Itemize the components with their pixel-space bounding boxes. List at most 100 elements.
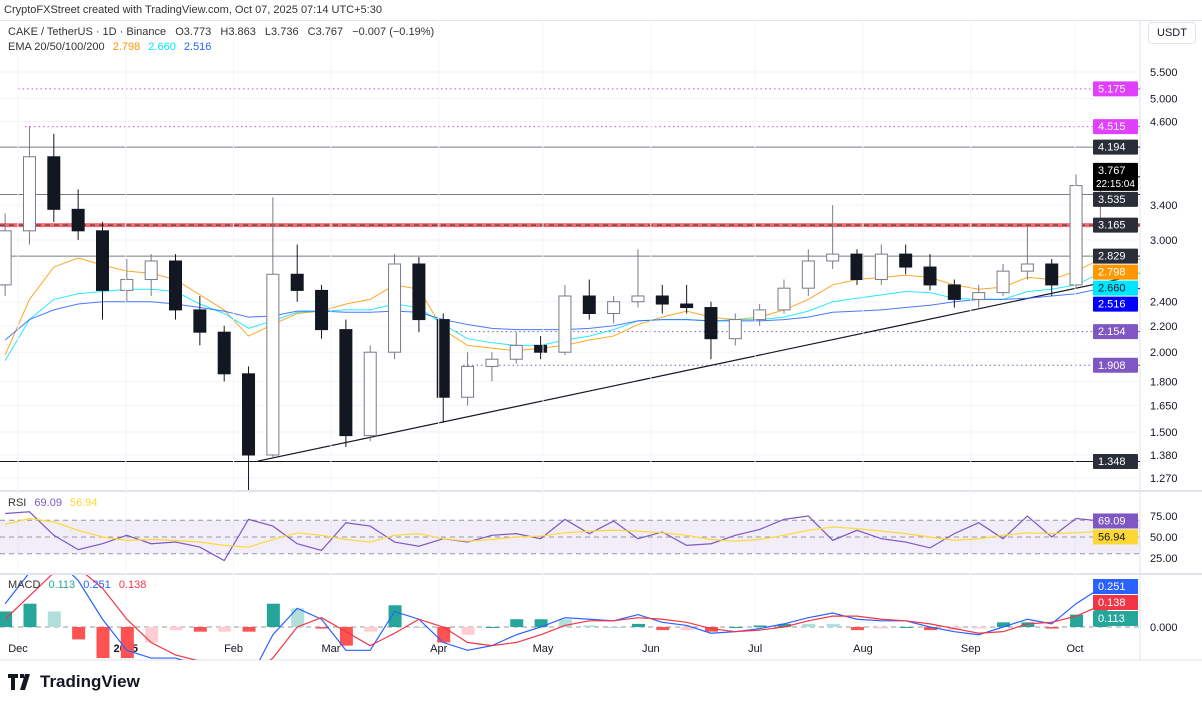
ema-line-0: [4, 257, 1101, 356]
macd-histogram-bar: [802, 623, 816, 627]
macd-histogram-bar: [120, 627, 134, 659]
macd-pane: [0, 575, 1140, 660]
candle-body: [169, 260, 183, 311]
ema-legend[interactable]: EMA 20/50/100/200 2.798 2.660 2.516: [8, 41, 216, 53]
ascending-trendline: [257, 276, 1128, 462]
candle-body: [22, 156, 36, 232]
price-label-bg: [1093, 191, 1138, 207]
macd-histogram-bar: [72, 627, 86, 640]
macd-label-bg: [1093, 611, 1138, 626]
tradingview-logo[interactable]: TradingView: [8, 672, 140, 692]
candle-body: [728, 319, 742, 340]
candle-body: [1020, 263, 1034, 272]
macd-histogram-bar: [485, 627, 499, 628]
price-label-bg: [1093, 217, 1138, 233]
price-label-bg: [1093, 280, 1138, 296]
price-label: 3.767: [1098, 165, 1126, 177]
macd-histogram-bar: [680, 627, 694, 631]
price-label-bg: [1093, 453, 1138, 469]
macd-histogram-bar: [1021, 622, 1035, 627]
price-tick-label: 1.650: [1150, 401, 1178, 413]
macd-histogram-bar: [47, 611, 61, 627]
candle-body: [193, 309, 207, 333]
price-label-bg: [1093, 162, 1138, 191]
rsi-ma-value: 56.94: [70, 497, 98, 509]
candle-body: [631, 295, 645, 303]
price-label: 5.175: [1098, 83, 1126, 95]
ohlc-close: C3.767: [307, 26, 344, 38]
macd-hist-value: 0.113: [48, 579, 76, 591]
candle-body: [680, 303, 694, 309]
macd-histogram-bar: [1070, 614, 1084, 627]
time-tick-label: Jun: [642, 643, 660, 655]
price-tick-label: 1.500: [1150, 427, 1178, 439]
candle-body: [558, 295, 572, 353]
macd-histogram-bar: [291, 608, 305, 627]
candle-body: [436, 319, 450, 398]
rsi-tick-label: 25.00: [1150, 553, 1178, 565]
price-label-bg: [1093, 264, 1138, 280]
candle-body: [607, 301, 621, 314]
price-label-bg: [1093, 81, 1138, 97]
candle-body: [144, 260, 158, 281]
candle-body: [290, 273, 304, 291]
macd-tick-label: 0.000: [1150, 622, 1178, 634]
currency-button[interactable]: USDT: [1148, 22, 1196, 44]
brand-name: TradingView: [40, 672, 140, 691]
price-tick-label: 2.200: [1150, 321, 1178, 333]
rsi-legend[interactable]: RSI 69.09 56.94: [8, 497, 103, 509]
time-tick-label: May: [533, 643, 554, 655]
ohlc-change: −0.007 (−0.19%): [352, 26, 435, 38]
candle-body: [339, 329, 353, 437]
macd-legend[interactable]: MACD 0.113 0.251 0.138: [8, 579, 151, 591]
macd-histogram-bar: [510, 619, 524, 627]
candle-body: [388, 263, 402, 353]
price-tick-label: 5.000: [1150, 93, 1178, 105]
rsi-pane: [0, 511, 1140, 562]
macd-histogram-bar: [924, 627, 938, 631]
candle-body: [242, 373, 256, 456]
price-label: 2.660: [1098, 283, 1126, 295]
candle-body: [1045, 263, 1059, 286]
macd-histogram-bar: [1045, 627, 1059, 629]
candle-body: [753, 309, 767, 321]
price-label-bg: [1093, 296, 1138, 312]
rsi-label-bg: [1093, 513, 1138, 529]
rsi-label-bg: [1093, 529, 1138, 545]
symbol-name[interactable]: CAKE / TetherUS · 1D · Binance: [8, 26, 167, 38]
macd-histogram-bar: [461, 627, 475, 635]
price-label: 2.516: [1098, 299, 1126, 311]
price-tick-label: 2.400: [1150, 297, 1178, 309]
price-tick-label: 1.800: [1150, 376, 1178, 388]
rsi-value: 69.09: [34, 497, 62, 509]
ohlc-low: L3.736: [264, 26, 299, 38]
macd-value-label: 0.113: [1098, 613, 1125, 625]
macd-histogram-bar: [266, 603, 280, 627]
ema-line-2: [4, 288, 1101, 341]
macd-line-value: 0.251: [83, 579, 111, 591]
candle-body: [655, 295, 669, 305]
macd-histogram-bar: [607, 627, 621, 628]
candle-body: [704, 307, 718, 340]
ohlc-open: O3.773: [175, 26, 212, 38]
candle-body: [509, 344, 523, 360]
macd-histogram-bar: [583, 625, 597, 627]
macd-histogram-bar: [875, 627, 889, 629]
price-label: 2.829: [1098, 251, 1126, 263]
main-pane: [0, 71, 1140, 490]
candle-body: [899, 253, 913, 268]
price-label: 3.535: [1098, 194, 1126, 206]
time-tick-label: Apr: [430, 643, 447, 655]
macd-histogram-bar: [193, 627, 207, 632]
macd-histogram-bar: [656, 627, 670, 631]
price-tick-label: 4.600: [1150, 116, 1178, 128]
price-tick-label: 1.380: [1150, 450, 1178, 462]
bar-countdown: 22:15:04: [1096, 179, 1135, 190]
price-tick-label: 5.500: [1150, 67, 1178, 79]
macd-histogram-bar: [412, 627, 426, 628]
candle-body: [0, 230, 12, 286]
price-label: 4.194: [1098, 142, 1126, 154]
macd-histogram-bar: [437, 627, 451, 643]
candle-body: [95, 230, 109, 291]
